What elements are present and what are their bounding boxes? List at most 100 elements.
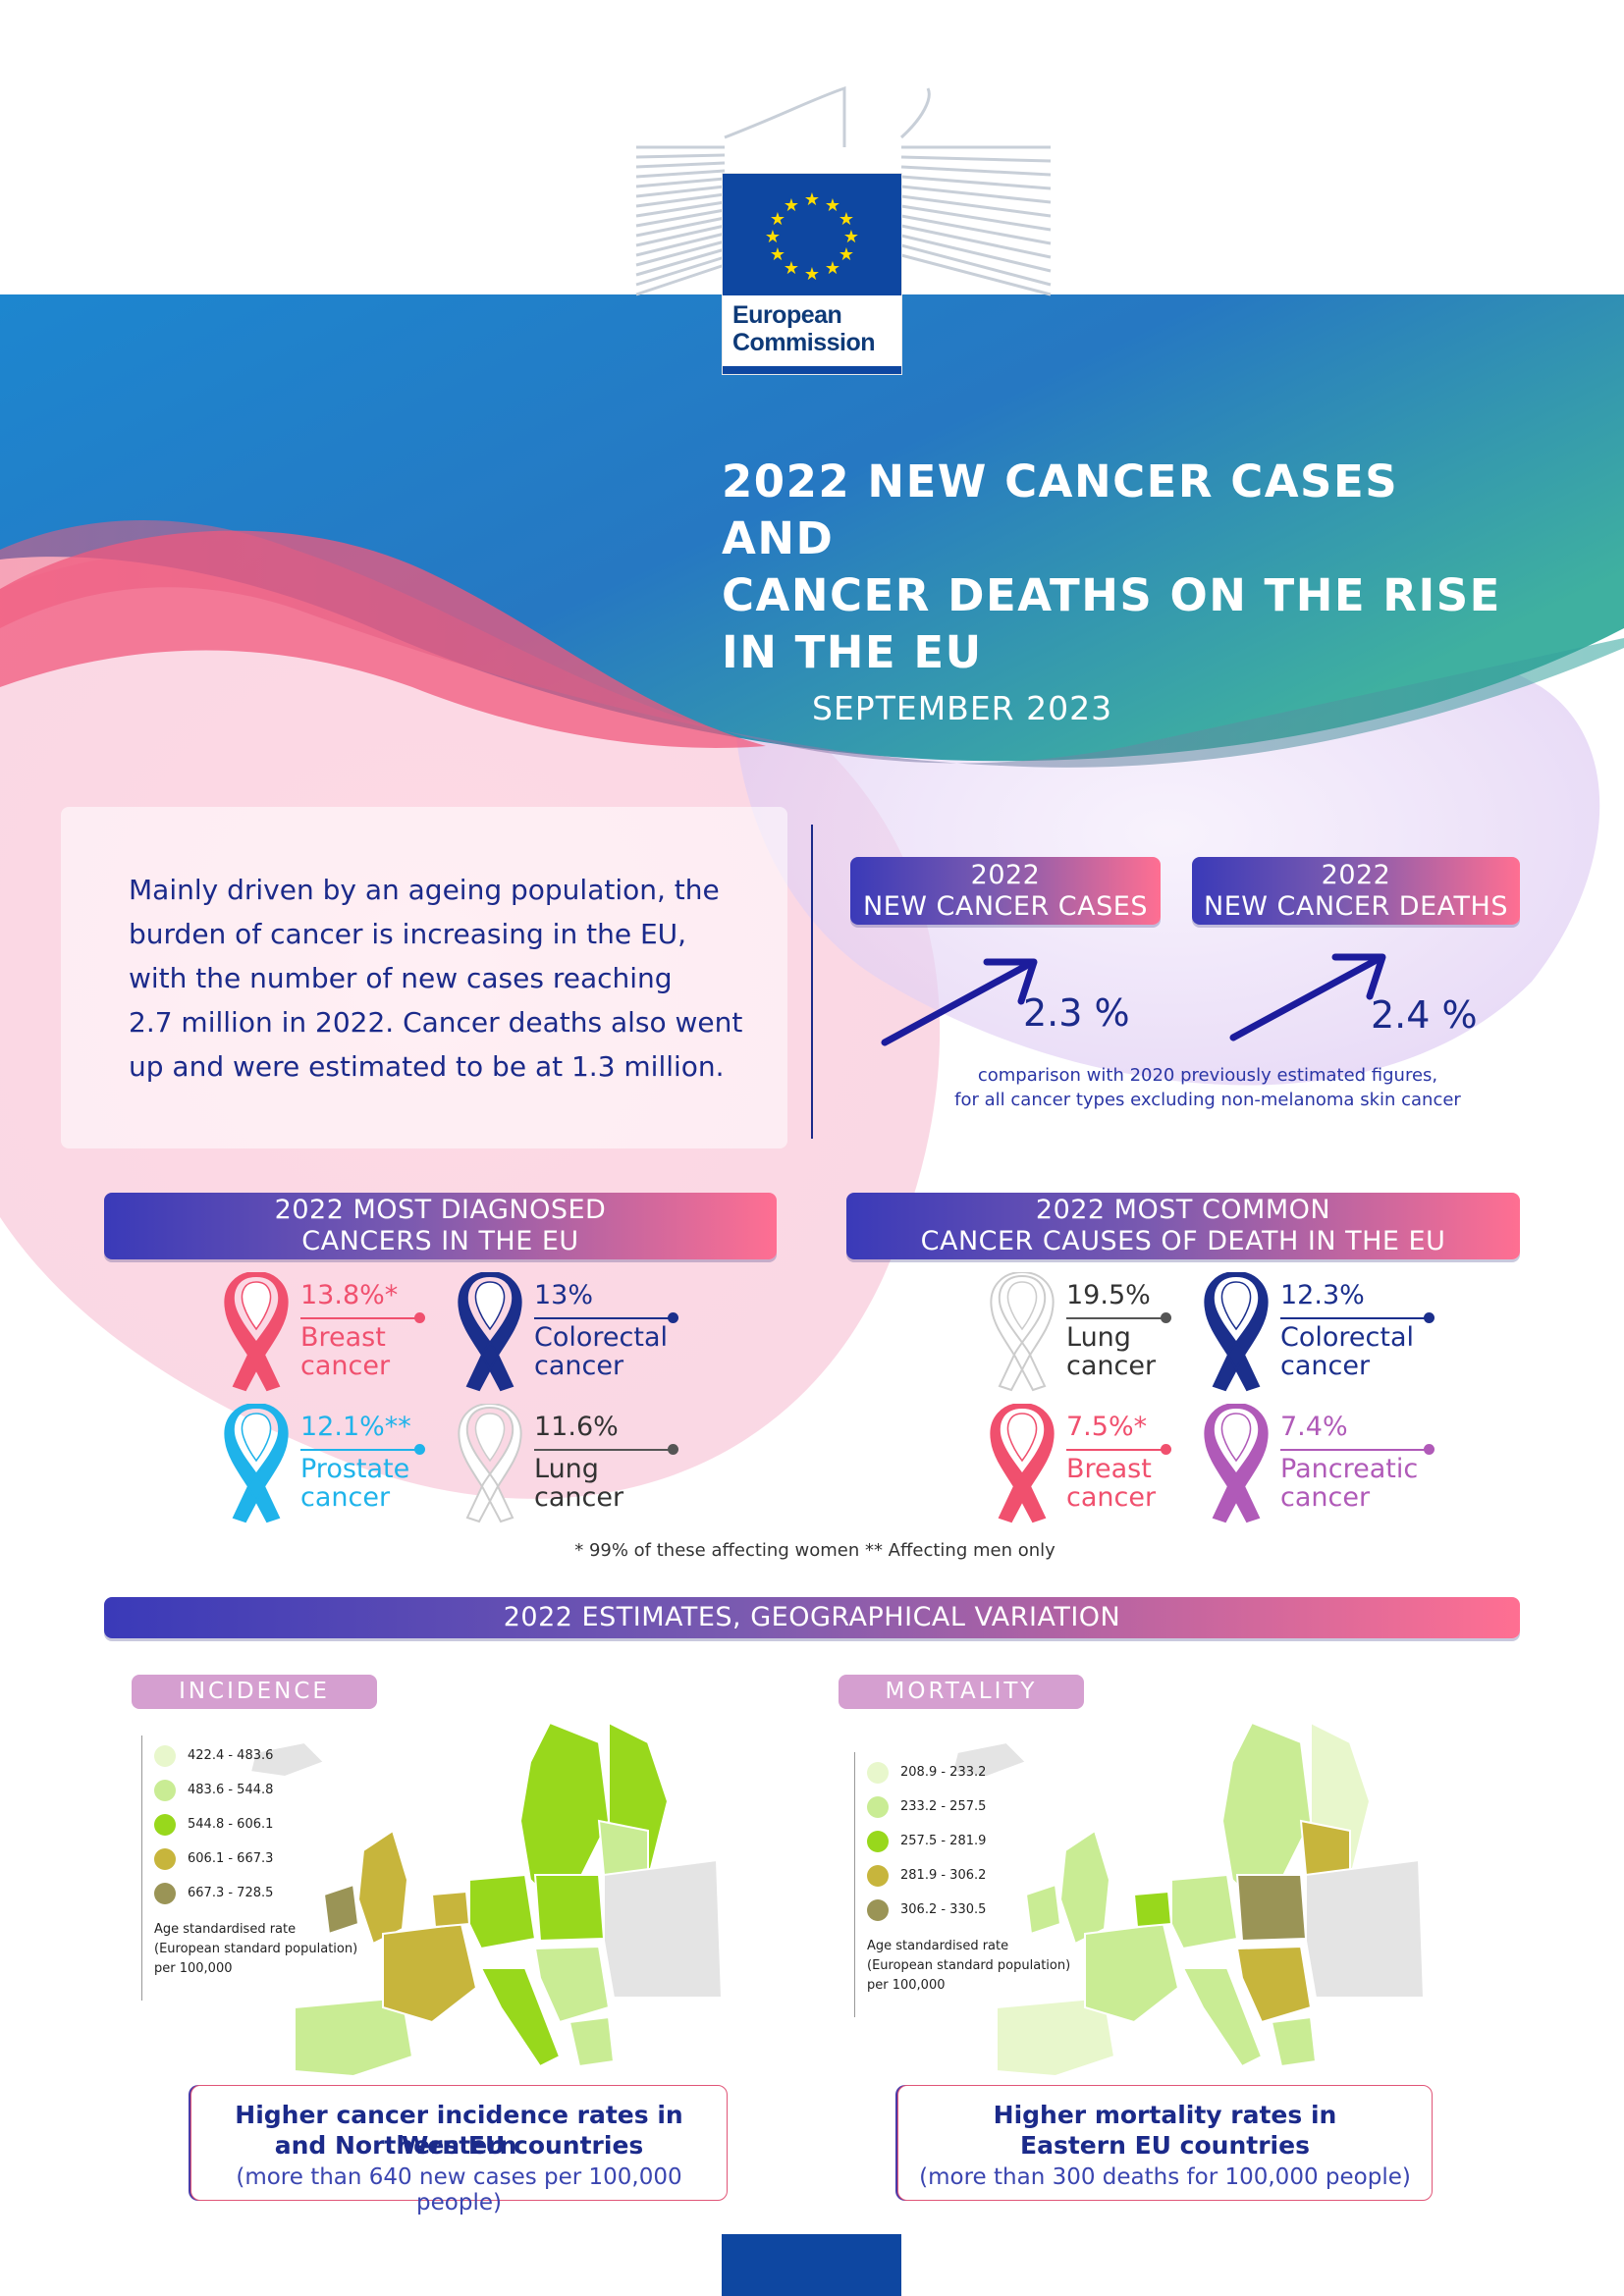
map-region-balkans bbox=[533, 1945, 611, 2024]
svg-text:★: ★ bbox=[804, 189, 820, 210]
svg-text:★: ★ bbox=[770, 209, 785, 230]
lung-ribbon-icon bbox=[458, 1404, 522, 1523]
connector-dot bbox=[414, 1312, 425, 1323]
most-diagnosed-header: 2022 MOST DIAGNOSED CANCERS IN THE EU bbox=[104, 1193, 777, 1259]
map-region-germany bbox=[468, 1873, 537, 1950]
legend-swatch bbox=[154, 1848, 176, 1870]
connector-dot bbox=[668, 1312, 678, 1323]
legend-swatch bbox=[867, 1899, 889, 1921]
intro-panel bbox=[61, 807, 787, 1148]
cases-arrow-icon bbox=[881, 958, 1038, 1046]
incidence-legend-note: Age standardised rate (European standard… bbox=[154, 1922, 358, 1976]
connector-line bbox=[1066, 1317, 1164, 1319]
legend-swatch bbox=[154, 1780, 176, 1801]
map-region-east bbox=[603, 1858, 724, 1999]
svg-text:★: ★ bbox=[825, 195, 840, 216]
lung-ribbon-icon bbox=[990, 1272, 1055, 1392]
legend-swatch bbox=[867, 1865, 889, 1887]
map-region-east bbox=[1305, 1858, 1426, 1999]
cancer-percentage: 19.5% bbox=[1066, 1280, 1151, 1310]
svg-text:★: ★ bbox=[839, 244, 854, 265]
map-region-poland bbox=[533, 1874, 606, 1943]
legend-swatch bbox=[154, 1883, 176, 1904]
eu-flag-icon: ★ ★ ★ ★ ★ ★ ★ ★ ★ ★ ★ ★ bbox=[723, 174, 901, 295]
map-region-greece bbox=[1270, 2015, 1318, 2068]
deaths-rise-value: 2.4 % bbox=[1371, 993, 1478, 1037]
cancer-percentage: 7.5%* bbox=[1066, 1412, 1148, 1442]
connector-dot bbox=[1424, 1312, 1435, 1323]
svg-text:★: ★ bbox=[784, 258, 799, 279]
mortality-callout: Higher mortality rates in Eastern EU cou… bbox=[897, 2085, 1433, 2201]
map-region-iceland bbox=[950, 1740, 1028, 1779]
cancer-name: Breast cancer bbox=[1066, 1454, 1157, 1513]
legend-swatch bbox=[867, 1831, 889, 1852]
logo-underline bbox=[723, 366, 901, 374]
connector-dot bbox=[1161, 1312, 1171, 1323]
svg-text:★: ★ bbox=[825, 258, 840, 279]
cancer-name: Colorectal cancer bbox=[1280, 1322, 1414, 1381]
mortality-legend: 208.9 - 233.2 233.2 - 257.5 257.5 - 281.9 2… bbox=[854, 1752, 1122, 2017]
colorectal-ribbon-icon bbox=[458, 1272, 522, 1392]
page-title: 2022 NEW CANCER CASES AND CANCER DEATHS … bbox=[722, 455, 1501, 678]
map-region-italy bbox=[1181, 1967, 1264, 2068]
map-region-baltics bbox=[597, 1819, 649, 1876]
cancer-percentage: 13.8%* bbox=[300, 1280, 399, 1310]
map-region-ireland bbox=[1024, 1883, 1062, 1936]
intro-text: Mainly driven by an ageing population, t… bbox=[129, 874, 743, 1083]
connector-line bbox=[1280, 1449, 1428, 1451]
cancer-name: Prostate cancer bbox=[300, 1454, 410, 1513]
connector-line bbox=[300, 1449, 418, 1451]
map-region-benelux bbox=[1132, 1890, 1173, 1929]
incidence-tag: INCIDENCE bbox=[132, 1675, 377, 1709]
comparison-note: comparison with 2020 previously estimate… bbox=[954, 1065, 1461, 1110]
mortality-map bbox=[950, 1721, 1426, 2076]
connector-dot bbox=[1161, 1444, 1171, 1455]
legend-swatch bbox=[867, 1796, 889, 1818]
svg-text:★: ★ bbox=[839, 209, 854, 230]
connector-dot bbox=[668, 1444, 678, 1455]
cancer-name: Lung cancer bbox=[1066, 1322, 1157, 1381]
colorectal-ribbon-icon bbox=[1204, 1272, 1269, 1392]
cancer-percentage: 12.1%** bbox=[300, 1412, 411, 1442]
connector-line bbox=[534, 1449, 672, 1451]
map-region-poland bbox=[1235, 1874, 1308, 1943]
publication-date: SEPTEMBER 2023 bbox=[812, 689, 1113, 727]
connector-line bbox=[534, 1317, 672, 1319]
most-deaths-header: 2022 MOST COMMON CANCER CAUSES OF DEATH … bbox=[846, 1193, 1520, 1259]
cancer-name: Lung cancer bbox=[534, 1454, 624, 1513]
map-region-ireland bbox=[322, 1883, 360, 1936]
incidence-map bbox=[248, 1721, 724, 2076]
cancer-percentage: 13% bbox=[534, 1280, 594, 1310]
breast-ribbon-icon bbox=[224, 1272, 289, 1392]
pancreatic-ribbon-icon bbox=[1204, 1404, 1269, 1523]
deaths-arrow-icon bbox=[1229, 953, 1386, 1041]
map-region-germany bbox=[1170, 1873, 1239, 1950]
logo-text: European Commission bbox=[732, 301, 876, 356]
cancer-name: Breast cancer bbox=[300, 1322, 391, 1381]
svg-text:★: ★ bbox=[784, 195, 799, 216]
map-region-balkans bbox=[1235, 1945, 1313, 2024]
map-region-benelux bbox=[430, 1890, 471, 1929]
new-deaths-header: 2022 NEW CANCER DEATHS bbox=[1192, 857, 1520, 925]
connector-line bbox=[300, 1317, 418, 1319]
map-region-iceland bbox=[248, 1740, 326, 1779]
cases-rise-value: 2.3 % bbox=[1023, 991, 1130, 1035]
connector-dot bbox=[414, 1444, 425, 1455]
footnote: * 99% of these affecting women ** Affect… bbox=[574, 1540, 1056, 1561]
connector-line bbox=[1066, 1449, 1164, 1451]
connector-dot bbox=[1424, 1444, 1435, 1455]
breast-ribbon-icon bbox=[990, 1404, 1055, 1523]
svg-text:★: ★ bbox=[843, 227, 859, 247]
cancer-percentage: 11.6% bbox=[534, 1412, 619, 1442]
svg-text:★: ★ bbox=[765, 227, 781, 247]
mortality-legend-note: Age standardised rate (European standard… bbox=[867, 1939, 1071, 1993]
ec-logo: ★ ★ ★ ★ ★ ★ ★ ★ ★ ★ ★ ★ European Commiss… bbox=[723, 174, 901, 374]
legend-swatch bbox=[867, 1762, 889, 1784]
map-region-italy bbox=[479, 1967, 562, 2068]
map-region-uk bbox=[1058, 1829, 1111, 1946]
mortality-tag: MORTALITY bbox=[839, 1675, 1084, 1709]
legend-swatch bbox=[154, 1745, 176, 1767]
incidence-legend: 422.4 - 483.6 483.6 - 544.8 544.8 - 606.1 6… bbox=[141, 1735, 409, 2001]
svg-text:★: ★ bbox=[804, 264, 820, 285]
map-region-baltics bbox=[1299, 1819, 1351, 1876]
